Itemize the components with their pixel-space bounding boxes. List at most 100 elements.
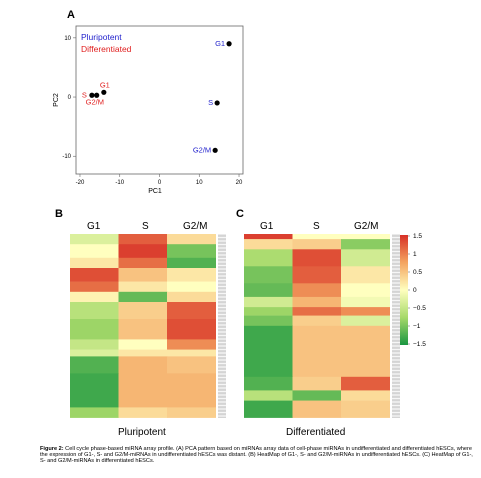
- heatmap-b-cell: [167, 257, 216, 269]
- heatmap-c-cell: [244, 283, 293, 298]
- colorbar-tick-label: 1.5: [413, 233, 422, 240]
- panel-letter-b: B: [55, 208, 63, 220]
- heatmap-b-cell: [167, 319, 216, 340]
- heatmap-b-cell: [118, 356, 168, 374]
- heatmap-b-cell: [167, 339, 216, 350]
- heatmap-b-cell: [118, 319, 168, 340]
- panel-letter-a: A: [67, 9, 75, 21]
- heatmap-b-cell: [70, 407, 119, 418]
- colorbar-tick-label: 1: [413, 251, 417, 258]
- pca-x-tick-label: -20: [76, 180, 85, 186]
- heatmap-c-cell: [341, 234, 390, 240]
- heatmap-c-cell: [292, 307, 342, 316]
- colorbar-tick-label: −1.5: [413, 341, 426, 347]
- heatmap-b-cell: [167, 302, 216, 320]
- pca-point: [94, 92, 100, 98]
- heatmap-b-cell: [118, 234, 168, 245]
- caption-text: Cell cycle phase-based miRNA array profi…: [40, 446, 473, 465]
- pca-point: [214, 100, 220, 106]
- heatmap-c-cell: [341, 325, 390, 378]
- pca-y-tick-label: 0: [68, 95, 72, 101]
- heatmap-b-cell: [70, 244, 119, 259]
- heatmap-b-cell: [167, 234, 216, 245]
- heatmap-b-cell: [70, 281, 119, 293]
- pca-point-label: G1: [215, 39, 225, 48]
- heatmap-c-cell: [244, 325, 293, 378]
- heatmap-b-cell: [70, 268, 119, 282]
- heatmap-b-cell: [70, 291, 119, 303]
- pca-point-label: G2/M: [86, 97, 104, 106]
- heatmap-b-col-g2m: G2/M: [183, 221, 208, 232]
- heatmap-b-col-g1: G1: [87, 221, 101, 232]
- heatmap-c-cell: [292, 390, 342, 401]
- colorbar-gradient: [400, 235, 408, 345]
- heatmap-c-cell: [244, 249, 293, 267]
- heatmap-c-title: Differentiated: [286, 427, 346, 438]
- heatmap-b-cell: [118, 291, 168, 303]
- heatmap-c-cell: [244, 266, 293, 284]
- heatmap-b-cell: [118, 244, 168, 259]
- pca-point: [226, 41, 232, 47]
- heatmap-c-cell: [292, 325, 342, 378]
- heatmap-b-cell: [118, 349, 168, 357]
- heatmap-c-cell: [292, 239, 342, 250]
- heatmap-b-cell: [167, 349, 216, 357]
- heatmap-b-cell: [70, 356, 119, 374]
- heatmap-c-cell: [244, 296, 293, 308]
- heatmap-c-cell: [341, 266, 390, 284]
- caption-label: Figure 2:: [40, 446, 64, 452]
- pca-x-tick-label: 20: [236, 180, 243, 186]
- heatmap-c-cell: [341, 390, 390, 401]
- pca-scatter-plot: Pluripotent Differentiated 10 0 -10 -20 -10…: [53, 25, 244, 195]
- heatmap-b-cell: [118, 302, 168, 320]
- heatmap-b-cell: [70, 302, 119, 320]
- heatmap-b-cell: [70, 339, 119, 350]
- heatmap-b-cell: [118, 373, 168, 408]
- pca-x-axis-label: PC1: [148, 188, 162, 195]
- heatmap-c-col-g1: G1: [260, 221, 274, 232]
- heatmap-c-cell: [292, 266, 342, 284]
- heatmap-c-cell: [292, 283, 342, 298]
- heatmap-b-cell: [167, 244, 216, 259]
- colorbar-tick-label: −0.5: [413, 305, 426, 312]
- heatmap-c-cell: [341, 239, 390, 250]
- heatmap-c-col-g2m: G2/M: [354, 221, 379, 232]
- heatmap-b-cell: [167, 356, 216, 374]
- heatmap-c-cell: [244, 376, 293, 391]
- heatmap-b-cell: [70, 257, 119, 269]
- pca-y-tick-label: 10: [64, 36, 71, 42]
- heatmap-c-cell: [341, 296, 390, 308]
- heatmap-b-cell: [118, 257, 168, 269]
- heatmap-b: [70, 234, 226, 418]
- heatmap-c-cell: [292, 400, 342, 418]
- heatmap-b-cell: [118, 407, 168, 418]
- heatmap-b-cell: [70, 319, 119, 340]
- heatmap-b-cell: [118, 281, 168, 293]
- heatmap-c-cell: [244, 234, 293, 240]
- heatmap-c-cell: [341, 315, 390, 327]
- heatmap-c-cell: [292, 315, 342, 327]
- pca-point-label: G2/M: [193, 145, 211, 154]
- heatmap-c-cell: [292, 296, 342, 308]
- heatmap-b-title: Pluripotent: [118, 427, 166, 438]
- pca-x-tick-label: 0: [158, 180, 162, 186]
- pca-y-axis-label: PC2: [53, 93, 60, 107]
- heatmap-c: [244, 234, 400, 418]
- pca-point: [89, 92, 95, 98]
- pca-point: [101, 89, 107, 95]
- panel-letter-c: C: [236, 208, 244, 220]
- heatmap-c-cell: [341, 249, 390, 267]
- figure-caption: Figure 2: Cell cycle phase-based miRNA a…: [40, 446, 475, 465]
- heatmap-c-col-s: S: [313, 221, 320, 232]
- heatmap-b-cell: [118, 268, 168, 282]
- heatmap-c-cell: [292, 249, 342, 267]
- heatmap-b-cell: [167, 373, 216, 408]
- heatmap-c-cell: [244, 400, 293, 418]
- colorbar-tick-label: 0.5: [413, 269, 422, 276]
- colorbar-tick-label: −1: [413, 323, 421, 330]
- heatmap-c-cell: [341, 307, 390, 316]
- heatmap-c-cell: [292, 376, 342, 391]
- heatmap-c-cell: [244, 390, 293, 401]
- pca-x-tick-label: -10: [115, 180, 124, 186]
- pca-x-tick-label: 10: [196, 180, 203, 186]
